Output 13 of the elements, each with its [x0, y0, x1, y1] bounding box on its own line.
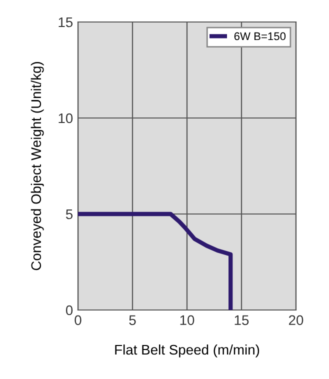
y-axis-title: Conveyed Object Weight (Unit/kg) — [30, 62, 44, 270]
legend-label: 6W B=150 — [234, 32, 286, 40]
line-series — [78, 212, 233, 310]
x-tick-label: 15 — [234, 315, 249, 326]
x-tick-label: 20 — [288, 315, 304, 326]
x-tick-label: 10 — [180, 315, 194, 326]
x-tick-label: 5 — [129, 315, 136, 326]
y-tick-label: 10 — [58, 113, 73, 124]
x-tick-label: 0 — [74, 315, 82, 326]
y-tick-label: 15 — [58, 17, 73, 28]
y-tick-label: 5 — [66, 209, 73, 220]
y-tick-label: 0 — [66, 305, 73, 316]
x-axis-title: Flat Belt Speed (m/min) — [115, 344, 260, 358]
